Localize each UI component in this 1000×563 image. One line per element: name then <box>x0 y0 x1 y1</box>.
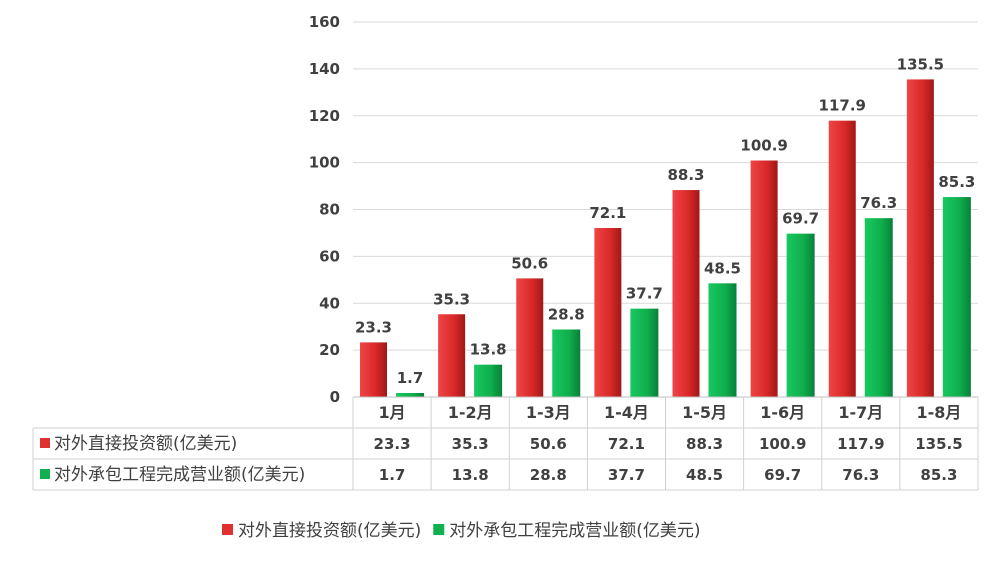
x-tick-label: 1-5月 <box>682 403 727 422</box>
table-cell: 37.7 <box>608 466 645 484</box>
data-label: 37.7 <box>626 285 663 303</box>
bar-contract <box>396 393 424 397</box>
x-tick-label: 1月 <box>378 403 405 422</box>
bar-contract <box>630 308 659 397</box>
bar-contract <box>708 283 737 397</box>
y-tick-label: 160 <box>309 13 340 31</box>
bar-investment <box>672 190 700 397</box>
bar-contract <box>864 218 893 397</box>
bar-contract <box>786 233 815 397</box>
data-label: 85.3 <box>938 173 975 191</box>
table-legend-key <box>40 438 50 448</box>
bar-contract <box>552 329 581 397</box>
data-label: 117.9 <box>819 97 866 115</box>
table-series-label: 对外直接投资额(亿美元) <box>54 434 237 454</box>
data-label: 76.3 <box>860 194 897 212</box>
table-cell: 85.3 <box>920 466 957 484</box>
data-label: 100.9 <box>740 137 787 155</box>
legend-key <box>433 524 445 535</box>
data-label: 50.6 <box>511 254 548 272</box>
bar-investment <box>750 160 778 397</box>
y-tick-label: 80 <box>319 201 340 219</box>
table-cell: 13.8 <box>452 466 489 484</box>
data-label: 72.1 <box>589 204 626 222</box>
legend-key <box>222 524 233 535</box>
table-cell: 72.1 <box>608 435 645 453</box>
x-tick-label: 1-6月 <box>760 403 805 422</box>
table-series-label: 对外承包工程完成营业额(亿美元) <box>54 465 305 485</box>
bar-investment <box>438 314 466 397</box>
bar-investment <box>594 228 622 397</box>
bar-investment <box>516 278 544 397</box>
table-cell: 23.3 <box>374 435 411 453</box>
bar-contract <box>474 364 503 397</box>
data-label: 35.3 <box>433 290 470 308</box>
y-tick-label: 100 <box>309 154 340 172</box>
bar-investment <box>360 342 387 397</box>
bar-contract <box>942 197 971 397</box>
data-label: 135.5 <box>897 55 944 73</box>
table-cell: 48.5 <box>686 466 723 484</box>
table-cell: 76.3 <box>842 466 879 484</box>
data-label: 23.3 <box>355 318 392 336</box>
data-label: 88.3 <box>667 166 704 184</box>
y-tick-label: 140 <box>309 60 340 78</box>
table-cell: 135.5 <box>915 435 962 453</box>
bar-investment <box>828 120 856 397</box>
data-label: 28.8 <box>548 306 585 324</box>
table-cell: 88.3 <box>686 435 723 453</box>
x-tick-label: 1-7月 <box>838 403 883 422</box>
y-tick-label: 120 <box>309 107 340 125</box>
y-tick-label: 0 <box>330 388 340 406</box>
data-label: 13.8 <box>470 341 507 359</box>
bar-investment <box>906 79 934 397</box>
x-tick-label: 1-8月 <box>916 403 961 422</box>
data-label: 48.5 <box>704 259 741 277</box>
table-cell: 50.6 <box>530 435 567 453</box>
table-cell: 69.7 <box>764 466 801 484</box>
legend-label: 对外直接投资额(亿美元) <box>238 521 421 541</box>
y-tick-label: 60 <box>319 247 340 265</box>
table-cell: 100.9 <box>759 435 806 453</box>
table-cell: 1.7 <box>379 466 406 484</box>
x-tick-label: 1-3月 <box>526 403 571 422</box>
table-cell: 35.3 <box>452 435 489 453</box>
x-tick-label: 1-4月 <box>604 403 649 422</box>
legend-label: 对外承包工程完成营业额(亿美元) <box>449 521 700 541</box>
x-tick-label: 1-2月 <box>448 403 493 422</box>
table-cell: 28.8 <box>530 466 567 484</box>
table-legend-key <box>40 469 50 479</box>
y-tick-label: 20 <box>319 341 340 359</box>
data-label: 1.7 <box>397 369 424 387</box>
data-label: 69.7 <box>782 210 819 228</box>
y-tick-label: 40 <box>319 294 340 312</box>
table-cell: 117.9 <box>837 435 884 453</box>
